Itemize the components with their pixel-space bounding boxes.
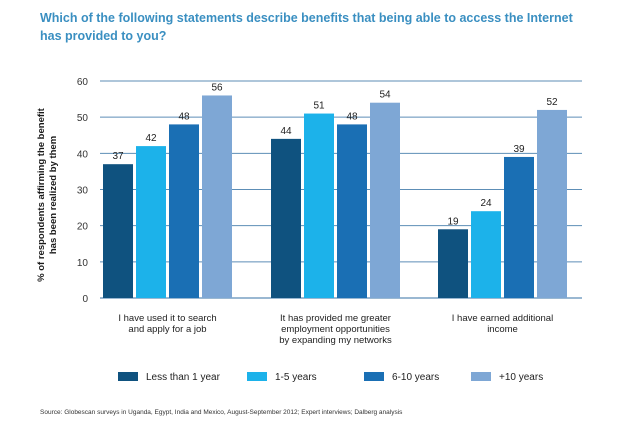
bar: [471, 211, 501, 298]
category-label: employment opportunities: [281, 324, 390, 335]
bars: [103, 95, 567, 299]
bar-value-label: 19: [447, 216, 459, 227]
bar-value-label: 44: [280, 126, 292, 137]
category-label: and apply for a job: [128, 324, 206, 335]
y-axis-ticks: 0 10 20 30 40 50 60: [77, 77, 89, 305]
bar-value-label: 56: [211, 82, 223, 93]
bar-value-label: 54: [379, 90, 391, 101]
legend-swatch: [471, 372, 491, 381]
y-tick-label: 20: [77, 222, 89, 233]
bar: [504, 156, 534, 298]
y-axis-label: % of respondents affirming the benefit h…: [36, 107, 59, 281]
bar-value-label: 48: [178, 111, 190, 122]
y-tick-label: 60: [77, 77, 89, 88]
bar: [304, 113, 334, 298]
y-tick-label: 50: [77, 113, 89, 124]
bar-value-label: 52: [546, 97, 558, 108]
y-tick-label: 0: [82, 294, 88, 305]
bar: [169, 124, 199, 299]
category-label: It has provided me greater: [280, 313, 391, 324]
chart-title-line-2: has provided to you?: [40, 29, 166, 43]
bar-value-label: 24: [480, 198, 492, 209]
legend-swatch: [247, 372, 267, 381]
bar: [370, 102, 400, 298]
legend: Less than 1 year 1-5 years 6-10 years +10 y…: [118, 372, 543, 383]
bar: [438, 229, 468, 298]
bar: [103, 164, 133, 298]
category-label: I have earned additional: [452, 313, 553, 324]
bar-value-label: 51: [313, 101, 325, 112]
chart-title-line-1: Which of the following statements descri…: [40, 11, 574, 25]
bar: [271, 138, 301, 298]
source-note: Source: Globescan surveys in Uganda, Egy…: [40, 409, 403, 416]
y-tick-label: 40: [77, 149, 89, 160]
category-label: income: [487, 324, 518, 335]
category-label: by expanding my networks: [279, 335, 392, 346]
bar: [537, 109, 567, 298]
legend-swatch: [364, 372, 384, 381]
bar-value-label: 42: [145, 133, 157, 144]
y-tick-label: 10: [77, 258, 89, 269]
bar-value-label: 37: [112, 151, 124, 162]
legend-label: 1-5 years: [275, 372, 317, 383]
y-axis-label-line-1: % of respondents affirming the benefit: [36, 107, 47, 281]
bar: [136, 146, 166, 298]
legend-swatch: [118, 372, 138, 381]
bar-value-label: 39: [513, 144, 525, 155]
data-labels: 37 44 19 42 51 24 48 48 39 56 54 52: [112, 82, 558, 227]
y-axis-label-line-2: has been realized by them: [48, 136, 59, 254]
bar: [337, 124, 367, 299]
legend-label: +10 years: [499, 372, 543, 383]
chart-title: Which of the following statements descri…: [40, 11, 574, 43]
legend-label: Less than 1 year: [146, 372, 221, 383]
bar-value-label: 48: [346, 111, 358, 122]
category-label: I have used it to search: [118, 313, 216, 324]
bar: [202, 95, 232, 298]
y-tick-label: 30: [77, 186, 89, 197]
legend-label: 6-10 years: [392, 372, 439, 383]
